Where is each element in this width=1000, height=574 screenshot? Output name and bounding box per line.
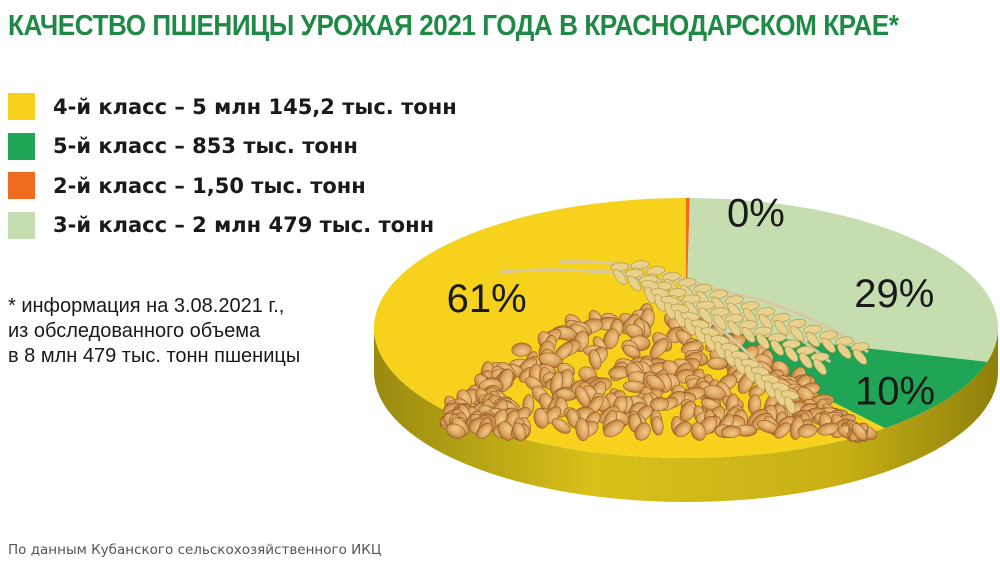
wheat-grain	[603, 419, 625, 437]
wheat-ear-kernel	[613, 269, 627, 285]
wheat-illustration	[439, 260, 878, 443]
wheat-ear-kernel	[646, 266, 666, 276]
slice-label-class-5: 10%	[855, 370, 935, 414]
wheat-ear-kernel	[630, 260, 650, 270]
wheat-ear-kernel	[772, 313, 791, 323]
wheat-grain	[634, 422, 651, 441]
legend-label: 5-й класс – 853 тыс. тонн	[53, 134, 358, 159]
wheat-ear-kernel	[798, 352, 813, 369]
legend-item-class-5: 5-й класс – 853 тыс. тонн	[8, 127, 457, 167]
wheat-ear-kernel	[709, 289, 728, 299]
pie-side	[374, 328, 998, 502]
wheat-grain	[649, 397, 670, 412]
wheat-grain	[446, 423, 466, 439]
wheat-ear-kernel	[813, 359, 827, 375]
wheat-ear-kernel	[850, 342, 870, 352]
wheat-ear-kernel	[756, 333, 770, 350]
slice-label-class-2: 0%	[727, 191, 785, 235]
wheat-ear-kernel	[756, 307, 776, 317]
wheat-ear-kernel	[713, 314, 727, 330]
wheat-ear-kernel	[698, 307, 713, 324]
wheat-grain	[625, 323, 644, 339]
wheat-ear-kernel	[627, 275, 642, 292]
wheat-ear-kernel	[741, 326, 756, 343]
footnote-line: * информация на 3.08.2021 г.,	[8, 295, 285, 317]
wheat-ear-kernel	[758, 314, 773, 330]
legend-label: 3-й класс – 2 млн 479 тыс. тонн	[53, 213, 435, 238]
source-note: По данным Кубанского сельскохозяйственно…	[8, 542, 382, 558]
wheat-ear-kernel	[803, 324, 823, 335]
wheat-ear-kernel	[784, 396, 796, 414]
wheat-grain	[817, 422, 839, 436]
legend-label: 4-й класс – 5 млн 145,2 тыс. тонн	[53, 94, 457, 119]
wheat-grain	[690, 422, 706, 441]
wheat-ear-kernel	[834, 336, 854, 346]
wheat-grain	[645, 374, 665, 392]
wheat-ear-kernel	[677, 277, 697, 288]
footnote-line: в 8 млн 479 тыс. тонн пшеницы	[8, 345, 301, 367]
wheat-grain	[512, 422, 526, 442]
legend-swatch	[8, 132, 35, 160]
wheat-grain	[511, 342, 532, 357]
wheat-grain	[797, 423, 818, 438]
wheat-ear-kernel	[787, 318, 807, 329]
wheat-grain	[622, 344, 641, 359]
wheat-ear-kernel	[774, 320, 789, 336]
wheat-grain	[533, 407, 549, 429]
legend-item-class-2: 2-й класс – 1,50 тыс. тонн	[8, 166, 457, 206]
chart-title: КАЧЕСТВО ПШЕНИЦЫ УРОЖАЯ 2021 ГОДА В КРАС…	[8, 10, 899, 42]
wheat-grain	[651, 416, 664, 436]
footnote-line: из обследованного объема	[8, 320, 261, 342]
wheat-ear-kernel	[693, 283, 713, 294]
pie-labels: 61% 10% 0% 29%	[447, 191, 936, 413]
legend: 4-й класс – 5 млн 145,2 тыс. тонн 5-й кл…	[8, 87, 457, 245]
wheat-grain	[497, 421, 515, 441]
wheat-grain	[674, 421, 692, 438]
wheat-ear-kernel	[852, 349, 868, 365]
wheat-ear-kernel	[740, 301, 760, 311]
wheat-grain	[551, 418, 571, 434]
legend-item-class-4: 4-й класс – 5 млн 145,2 тыс. тонн	[8, 87, 457, 127]
slice-label-class-4: 61%	[447, 277, 527, 321]
legend-swatch	[8, 211, 35, 239]
footnote: * информация на 3.08.2021 г., из обследо…	[8, 294, 300, 369]
wheat-grain	[476, 422, 493, 439]
wheat-stalk	[499, 268, 869, 354]
wheat-ear-kernel	[770, 339, 784, 356]
wheat-grain	[649, 338, 669, 359]
wheat-ear-kernel	[784, 346, 799, 363]
wheat-ear-kernel	[821, 337, 836, 353]
wheat-grain	[575, 418, 590, 442]
slice-label-class-3: 29%	[854, 272, 934, 316]
legend-swatch	[8, 172, 35, 200]
wheat-ear-kernel	[727, 320, 742, 337]
wheat-grain	[707, 357, 728, 370]
legend-label: 2-й класс – 1,50 тыс. тонн	[53, 173, 366, 198]
legend-item-class-3: 3-й класс – 2 млн 479 тыс. тонн	[8, 206, 457, 246]
wheat-ear-kernel	[819, 330, 838, 340]
wheat-ear-kernel	[724, 295, 744, 305]
wheat-grain	[851, 423, 868, 441]
wheat-grain	[720, 425, 742, 439]
wheat-ear-kernel	[805, 331, 820, 348]
legend-swatch	[8, 93, 35, 121]
wheat-ear-kernel	[790, 325, 805, 342]
wheat-grain	[603, 328, 619, 350]
wheat-ear-kernel	[662, 272, 681, 282]
wheat-grain	[588, 349, 602, 370]
wheat-grain	[774, 422, 791, 439]
wheat-ear-kernel	[837, 343, 852, 359]
